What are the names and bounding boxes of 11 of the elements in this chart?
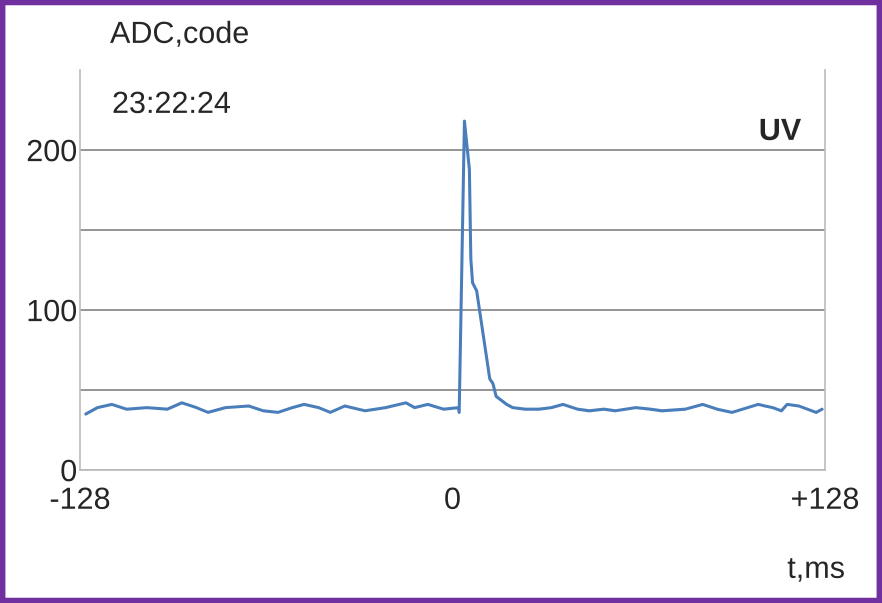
y-tick-label: 200 (28, 140, 76, 162)
y-axis-title: ADC,code (110, 20, 248, 47)
y-tick-label: 100 (28, 300, 76, 322)
x-axis-title: t,ms (788, 558, 844, 582)
x-tick-label: 0 (445, 487, 460, 510)
y-tick-label: 0 (61, 460, 76, 482)
x-tick-label: -128 (50, 487, 110, 510)
x-tick-label: +128 (792, 487, 858, 510)
annotation: 23:22:24 (114, 92, 230, 114)
line-series (84, 120, 824, 416)
annotation: UV (760, 118, 802, 140)
